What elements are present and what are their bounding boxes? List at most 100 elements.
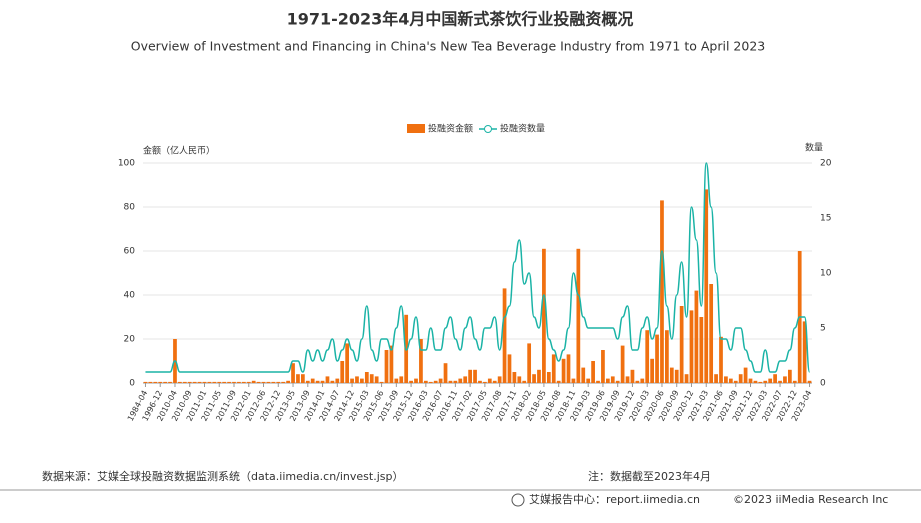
bar bbox=[379, 381, 384, 383]
bar bbox=[448, 380, 453, 383]
bar bbox=[699, 317, 704, 383]
legend-swatch bbox=[407, 124, 425, 133]
y2-tick-label: 0 bbox=[820, 379, 826, 389]
bar bbox=[271, 381, 276, 383]
y2-tick-label: 15 bbox=[820, 214, 831, 224]
bar bbox=[158, 381, 163, 383]
bar bbox=[655, 334, 659, 383]
bar bbox=[315, 380, 320, 383]
bar bbox=[394, 378, 399, 383]
bar bbox=[497, 376, 502, 383]
chart-title: 1971-2023年4月中国新式茶饮行业投融资概况 bbox=[287, 10, 634, 29]
bar bbox=[419, 339, 423, 383]
bar bbox=[364, 372, 369, 383]
legend-label: 投融资金额 bbox=[428, 123, 473, 135]
bar bbox=[483, 381, 487, 383]
bar bbox=[615, 380, 620, 383]
count-line bbox=[145, 162, 811, 373]
bar bbox=[384, 350, 389, 383]
bar bbox=[428, 381, 433, 383]
bar bbox=[537, 369, 541, 383]
bar bbox=[237, 381, 241, 383]
bar bbox=[522, 380, 527, 383]
bar bbox=[197, 381, 202, 383]
bar bbox=[650, 358, 654, 383]
bar bbox=[581, 367, 586, 383]
bar bbox=[669, 367, 674, 383]
bar bbox=[148, 381, 153, 383]
bar bbox=[783, 376, 787, 383]
bar bbox=[620, 345, 625, 383]
bar bbox=[217, 381, 222, 383]
bar bbox=[787, 369, 792, 383]
bar bbox=[340, 361, 345, 383]
bar bbox=[241, 381, 246, 383]
bar bbox=[438, 378, 443, 383]
bar bbox=[689, 310, 694, 383]
bar bbox=[178, 381, 182, 383]
bar bbox=[305, 380, 310, 383]
bar bbox=[355, 376, 359, 383]
legend-label: 投融资数量 bbox=[500, 123, 545, 135]
bar bbox=[591, 361, 595, 383]
bar bbox=[281, 381, 286, 383]
bar bbox=[532, 374, 536, 383]
bar bbox=[187, 381, 192, 383]
bar bbox=[679, 306, 684, 383]
bar bbox=[773, 374, 777, 383]
y-tick-label: 40 bbox=[124, 291, 136, 301]
bar bbox=[266, 381, 271, 383]
bar bbox=[246, 381, 251, 383]
bar bbox=[714, 374, 718, 383]
bar bbox=[807, 380, 812, 383]
y-tick-label: 20 bbox=[124, 335, 136, 345]
bar bbox=[473, 369, 477, 383]
bar bbox=[207, 381, 212, 383]
bar bbox=[261, 381, 266, 383]
bar bbox=[153, 381, 158, 383]
bar bbox=[399, 376, 404, 383]
bar bbox=[561, 358, 566, 383]
bar bbox=[182, 381, 187, 383]
y-tick-label: 0 bbox=[129, 379, 135, 389]
bar bbox=[389, 345, 394, 383]
bar bbox=[212, 381, 217, 383]
bar bbox=[674, 369, 679, 383]
bar bbox=[192, 381, 197, 383]
bar bbox=[748, 378, 753, 383]
chart-subtitle: Overview of Investment and Financing in … bbox=[131, 39, 765, 54]
bar bbox=[556, 380, 561, 383]
bar bbox=[517, 376, 522, 383]
bar bbox=[763, 380, 768, 383]
y-tick-label: 80 bbox=[124, 203, 136, 213]
legend-swatch bbox=[484, 125, 492, 133]
bar bbox=[709, 284, 714, 383]
bar bbox=[610, 376, 615, 383]
bar bbox=[350, 378, 354, 383]
bar bbox=[320, 380, 325, 383]
bar bbox=[463, 376, 468, 383]
y2-tick-label: 10 bbox=[820, 269, 832, 279]
y2-tick-label: 20 bbox=[820, 159, 832, 169]
bar bbox=[433, 380, 438, 383]
bar bbox=[596, 380, 600, 383]
bar bbox=[232, 381, 236, 383]
bar bbox=[645, 330, 650, 383]
bar bbox=[301, 374, 305, 383]
brand-icon bbox=[511, 493, 525, 507]
bar bbox=[369, 374, 374, 383]
bar bbox=[507, 354, 512, 383]
bar bbox=[802, 321, 807, 383]
bar bbox=[733, 380, 738, 383]
bar bbox=[374, 376, 379, 383]
bar bbox=[291, 363, 295, 383]
bar bbox=[586, 378, 591, 383]
bar bbox=[163, 381, 168, 383]
bar bbox=[325, 376, 330, 383]
bar bbox=[792, 380, 797, 383]
bar bbox=[601, 350, 605, 383]
bar bbox=[404, 314, 409, 383]
source: 数据来源：艾媒全球投融资数据监测系统（data.iimedia.cn/inves… bbox=[42, 469, 403, 483]
y2-tick-label: 5 bbox=[820, 324, 826, 334]
